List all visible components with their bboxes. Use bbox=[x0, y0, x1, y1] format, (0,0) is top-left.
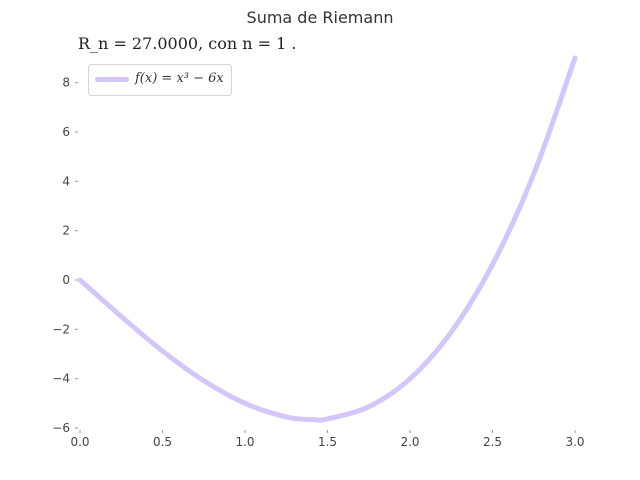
x-tick-label: 1.0 bbox=[235, 435, 254, 449]
y-tick-label: 2 bbox=[62, 224, 70, 238]
x-tick-label: 0.5 bbox=[153, 435, 172, 449]
x-tick-label: 1.5 bbox=[318, 435, 337, 449]
y-tick-label: −6 bbox=[52, 421, 70, 435]
y-tick-label: 8 bbox=[62, 76, 70, 90]
chart-title: Suma de Riemann bbox=[246, 8, 394, 27]
legend-swatch bbox=[95, 77, 129, 82]
x-tick-label: 2.0 bbox=[400, 435, 419, 449]
y-tick-label: 0 bbox=[62, 273, 70, 287]
y-tick-label: 6 bbox=[62, 125, 70, 139]
x-tick-label: 2.5 bbox=[483, 435, 502, 449]
x-tick-label: 0.0 bbox=[70, 435, 89, 449]
y-tick-label: −4 bbox=[52, 372, 70, 386]
y-tick-label: 4 bbox=[62, 174, 70, 188]
x-tick-label: 3.0 bbox=[565, 435, 584, 449]
series-line-0 bbox=[77, 55, 578, 423]
chart-subtitle: R_n = 27.0000, con n = 1 . bbox=[78, 34, 297, 53]
legend: f(x) = x³ − 6x bbox=[88, 64, 232, 96]
y-tick-label: −2 bbox=[52, 322, 70, 336]
legend-label: f(x) = x³ − 6x bbox=[135, 71, 224, 86]
